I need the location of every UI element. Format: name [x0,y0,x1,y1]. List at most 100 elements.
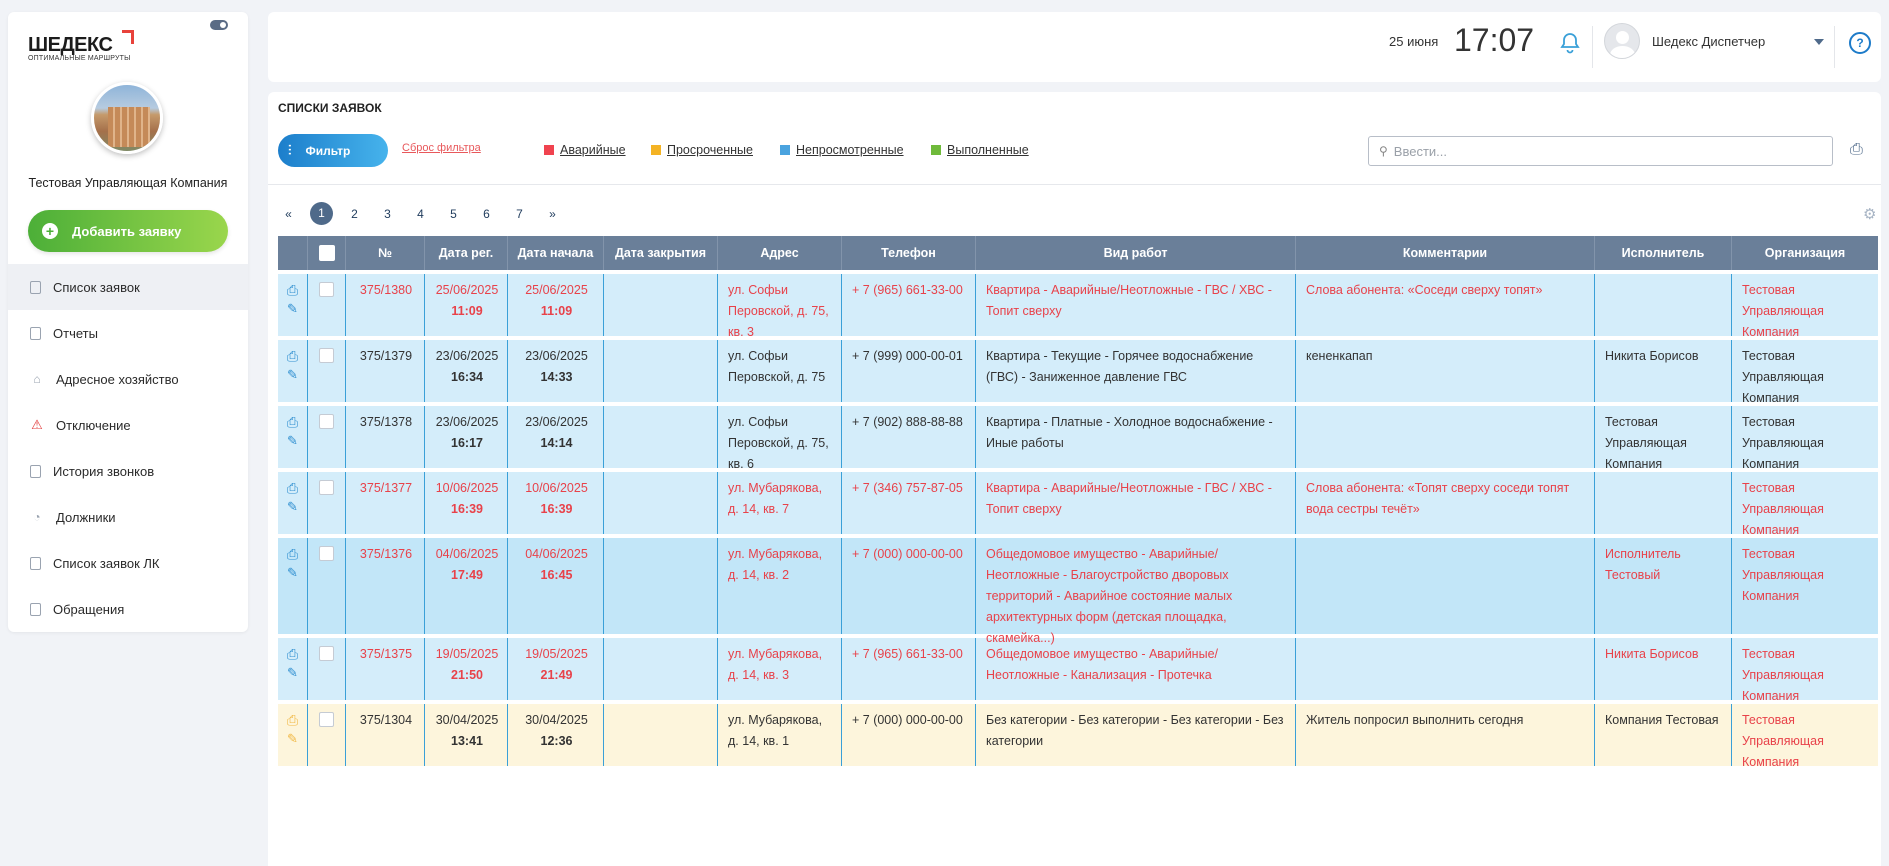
reg-time: 16:34 [451,370,483,384]
header-start-date[interactable]: Дата начала [508,236,604,270]
print-icon[interactable]: ⎙ [286,282,299,298]
row-checkbox[interactable] [319,480,334,495]
cell-reg-date: 04/06/2025 17:49 [425,538,508,634]
sidebar-item-label: Отчеты [53,325,98,341]
legend-overdue[interactable]: Просроченные [651,143,753,157]
bell-icon[interactable] [1558,31,1584,57]
search-box[interactable]: ⚲ [1368,136,1833,166]
edit-icon[interactable]: ✎ [287,301,298,316]
sidebar-item-outages[interactable]: ⚠ Отключение [8,402,248,448]
edit-icon[interactable]: ✎ [287,665,298,680]
cell-number: 375/1380 [346,274,425,336]
reset-filter-link[interactable]: Сброс фильтра [402,142,481,154]
print-icon[interactable]: ⎙ [286,480,299,496]
pager-page-current[interactable]: 1 [310,202,333,225]
row-checkbox[interactable] [319,414,334,429]
select-all-checkbox[interactable] [318,245,335,261]
pager-page[interactable]: 4 [417,206,424,221]
pager-page[interactable]: 3 [384,206,391,221]
header-phone[interactable]: Телефон [842,236,976,270]
cell-start-date: 23/06/2025 14:33 [508,340,604,402]
cell-start-date: 10/06/2025 16:39 [508,472,604,534]
report-icon [30,326,41,340]
legend-completed[interactable]: Выполненные [931,143,1029,157]
sidebar-item-debtors[interactable]: ◔ Должники [8,494,248,540]
sidebar: ШЕДЕКС ОПТИМАЛЬНЫЕ МАРШРУТЫ Тестовая Упр… [8,12,248,632]
pager-next[interactable]: » [549,206,556,221]
table-row[interactable]: ⎙ ✎ 375/1375 19/05/2025 21:50 19/05/2025 2… [278,638,1878,703]
edit-icon[interactable]: ✎ [287,499,298,514]
print-icon[interactable]: ⎙ [286,414,299,430]
table-row[interactable]: ⎙ ✎ 375/1380 25/06/2025 11:09 25/06/2025 1… [278,274,1878,339]
cell-work-type: Квартира - Текущие - Горячее водоснабжен… [976,340,1296,402]
row-checkbox[interactable] [319,282,334,297]
header-number[interactable]: № [346,236,425,270]
sidebar-item-call-history[interactable]: История звонков [8,448,248,494]
table-row[interactable]: ⎙ ✎ 375/1379 23/06/2025 16:34 23/06/2025 1… [278,340,1878,405]
edit-icon[interactable]: ✎ [287,367,298,382]
header-reg-date[interactable]: Дата рег. [425,236,508,270]
sidebar-item-label: Должники [56,509,116,525]
row-checkbox[interactable] [319,712,334,727]
reg-date: 19/05/2025 [435,647,499,661]
pager-page[interactable]: 2 [351,206,358,221]
current-time: 17:07 [1454,22,1535,58]
row-actions: ⎙ ✎ [278,406,308,468]
logo[interactable]: ШЕДЕКС ОПТИМАЛЬНЫЕ МАРШРУТЫ [28,30,138,74]
cell-address: ул. Мубарякова, д. 14, кв. 1 [718,704,842,766]
header-comments[interactable]: Комментарии [1296,236,1595,270]
reg-date: 23/06/2025 [435,349,499,363]
table-row[interactable]: ⎙ ✎ 375/1376 04/06/2025 17:49 04/06/2025 1… [278,538,1878,645]
pager-page[interactable]: 5 [450,206,457,221]
sidebar-item-appeals[interactable]: Обращения [8,586,248,632]
cell-reg-date: 19/05/2025 21:50 [425,638,508,700]
start-date: 25/06/2025 [525,283,588,297]
cell-address: ул. Софьи Перовской, д. 75 [718,340,842,402]
print-icon[interactable]: ⎙ [286,712,299,728]
chevron-down-icon[interactable] [1814,39,1824,45]
cell-address: ул. Мубарякова, д. 14, кв. 2 [718,538,842,634]
print-icon[interactable]: ⎙ [1850,141,1863,158]
sidebar-toggle[interactable] [210,20,228,30]
print-icon[interactable]: ⎙ [286,546,299,562]
divider [1834,26,1835,68]
print-icon[interactable]: ⎙ [286,646,299,662]
pager-prev[interactable]: « [285,206,292,221]
print-icon[interactable]: ⎙ [286,348,299,364]
row-checkbox[interactable] [319,546,334,561]
user-name[interactable]: Шедекс Диспетчер [1652,34,1766,49]
row-checkbox[interactable] [319,646,334,661]
edit-icon[interactable]: ✎ [287,565,298,580]
sidebar-item-requests[interactable]: Список заявок [8,264,248,310]
add-request-button[interactable]: + Добавить заявку [28,210,228,252]
table-row[interactable]: ⎙ ✎ 375/1377 10/06/2025 16:39 10/06/2025 1… [278,472,1878,537]
start-date: 23/06/2025 [525,415,588,429]
legend-unviewed[interactable]: Непросмотренные [780,143,904,157]
table-row[interactable]: ⎙ ✎ 375/1378 23/06/2025 16:17 23/06/2025 1… [278,406,1878,471]
edit-icon[interactable]: ✎ [287,433,298,448]
gear-icon[interactable]: ⚙ [1863,206,1877,223]
cell-executor [1595,274,1732,336]
legend-emergency[interactable]: Аварийные [544,143,626,157]
pager-page[interactable]: 7 [516,206,523,221]
search-input[interactable] [1393,143,1814,159]
sidebar-item-addresses[interactable]: ⌂ Адресное хозяйство [8,356,248,402]
edit-icon[interactable]: ✎ [287,731,298,746]
pager-page[interactable]: 6 [483,206,490,221]
table-row[interactable]: ⎙ ✎ 375/1304 30/04/2025 13:41 30/04/2025 1… [278,704,1878,769]
header-executor[interactable]: Исполнитель [1595,236,1732,270]
header-address[interactable]: Адрес [718,236,842,270]
cell-organization: Тестовая Управляющая Компания [1742,415,1824,471]
sidebar-item-requests-lk[interactable]: Список заявок ЛК [8,540,248,586]
help-icon[interactable]: ? [1849,32,1871,54]
filter-button[interactable]: ⫶ Фильтр [278,134,388,167]
row-select [308,538,346,634]
reg-time: 21:50 [451,668,483,682]
row-checkbox[interactable] [319,348,334,363]
cell-address: ул. Софьи Перовской, д. 75, кв. 6 [718,406,842,471]
header-close-date[interactable]: Дата закрытия [604,236,718,270]
user-avatar[interactable] [1604,23,1640,59]
sidebar-item-reports[interactable]: Отчеты [8,310,248,356]
header-work-type[interactable]: Вид работ [976,236,1296,270]
header-organization[interactable]: Организация [1764,246,1846,260]
